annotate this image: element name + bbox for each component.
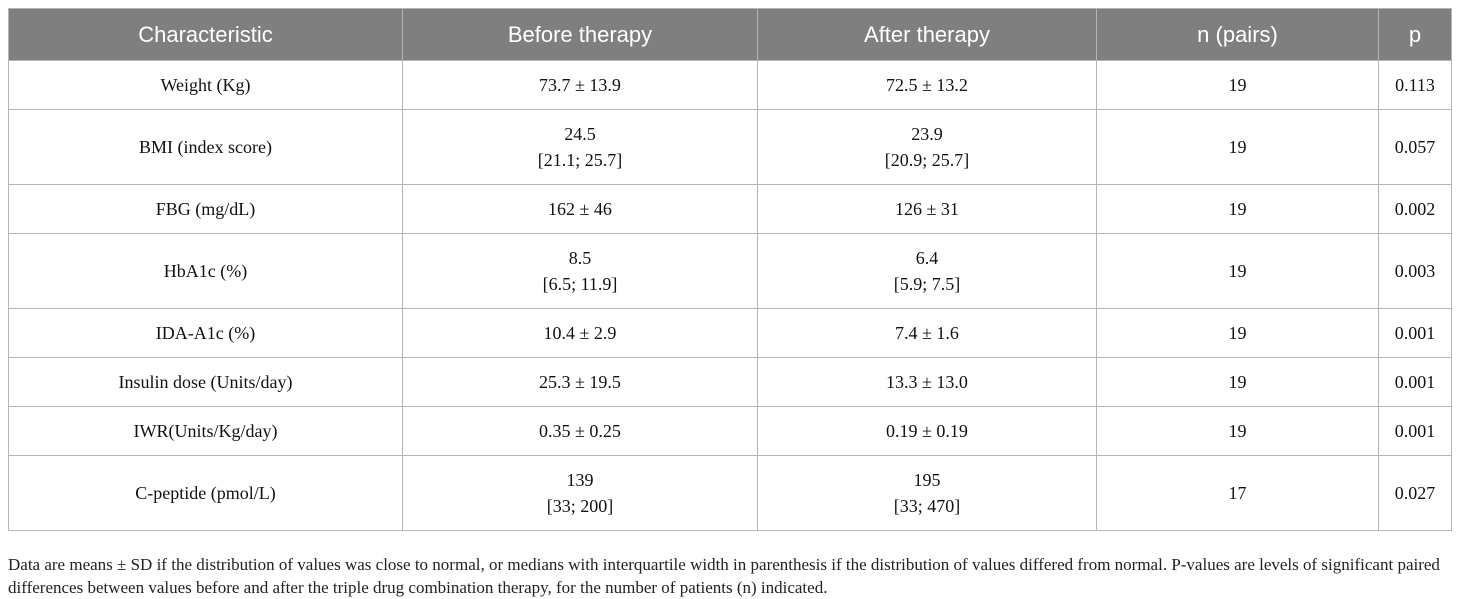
cell-n: 19 [1096,60,1379,110]
results-table: Characteristic Before therapy After ther… [8,8,1452,531]
cell-before: 25.3 ± 19.5 [402,357,758,407]
cell-before: 139 [33; 200] [402,455,758,531]
cell-characteristic: BMI (index score) [8,109,403,185]
table-row: BMI (index score) 24.5 [21.1; 25.7] 23.9… [8,109,1452,185]
cell-p: 0.027 [1378,455,1452,531]
cell-before: 73.7 ± 13.9 [402,60,758,110]
cell-after: 7.4 ± 1.6 [757,308,1097,358]
cell-after: 13.3 ± 13.0 [757,357,1097,407]
median-value: 24.5 [564,124,596,144]
cell-after: 23.9 [20.9; 25.7] [757,109,1097,185]
cell-n: 19 [1096,184,1379,234]
table-row: IDA-A1c (%) 10.4 ± 2.9 7.4 ± 1.6 19 0.00… [8,308,1452,358]
cell-p: 0.001 [1378,357,1452,407]
cell-before: 162 ± 46 [402,184,758,234]
cell-n: 19 [1096,308,1379,358]
cell-before: 8.5 [6.5; 11.9] [402,233,758,309]
iqr-value: [5.9; 7.5] [893,274,961,294]
cell-p: 0.003 [1378,233,1452,309]
median-value: 8.5 [568,248,592,268]
cell-after: 0.19 ± 0.19 [757,406,1097,456]
cell-after: 195 [33; 470] [757,455,1097,531]
table-row: HbA1c (%) 8.5 [6.5; 11.9] 6.4 [5.9; 7.5]… [8,233,1452,309]
cell-characteristic: IDA-A1c (%) [8,308,403,358]
header-before-therapy: Before therapy [402,8,758,61]
iqr-value: [33; 470] [893,496,961,516]
median-value: 195 [913,470,941,490]
iqr-value: [6.5; 11.9] [542,274,618,294]
header-row: Characteristic Before therapy After ther… [8,8,1452,61]
table-row: IWR(Units/Kg/day) 0.35 ± 0.25 0.19 ± 0.1… [8,406,1452,456]
cell-before: 0.35 ± 0.25 [402,406,758,456]
median-value: 23.9 [911,124,943,144]
table-container: Characteristic Before therapy After ther… [8,8,1452,531]
cell-n: 19 [1096,406,1379,456]
cell-after: 126 ± 31 [757,184,1097,234]
cell-n: 19 [1096,357,1379,407]
cell-after: 6.4 [5.9; 7.5] [757,233,1097,309]
cell-characteristic: FBG (mg/dL) [8,184,403,234]
cell-after: 72.5 ± 13.2 [757,60,1097,110]
cell-n: 19 [1096,233,1379,309]
header-n-pairs: n (pairs) [1096,8,1379,61]
cell-characteristic: HbA1c (%) [8,233,403,309]
cell-p: 0.057 [1378,109,1452,185]
header-after-therapy: After therapy [757,8,1097,61]
table-row: Insulin dose (Units/day) 25.3 ± 19.5 13.… [8,357,1452,407]
cell-before: 24.5 [21.1; 25.7] [402,109,758,185]
median-value: 139 [566,470,594,490]
cell-p: 0.002 [1378,184,1452,234]
cell-characteristic: IWR(Units/Kg/day) [8,406,403,456]
cell-characteristic: C-peptide (pmol/L) [8,455,403,531]
cell-p: 0.001 [1378,308,1452,358]
iqr-value: [20.9; 25.7] [884,150,970,170]
header-p: p [1378,8,1452,61]
iqr-value: [21.1; 25.7] [537,150,623,170]
header-characteristic: Characteristic [8,8,403,61]
table-row: FBG (mg/dL) 162 ± 46 126 ± 31 19 0.002 [8,184,1452,234]
cell-p: 0.113 [1378,60,1452,110]
iqr-value: [33; 200] [546,496,614,516]
cell-before: 10.4 ± 2.9 [402,308,758,358]
cell-n: 17 [1096,455,1379,531]
cell-characteristic: Insulin dose (Units/day) [8,357,403,407]
table-row: Weight (Kg) 73.7 ± 13.9 72.5 ± 13.2 19 0… [8,60,1452,110]
table-footnote: Data are means ± SD if the distribution … [8,555,1440,597]
cell-n: 19 [1096,109,1379,185]
median-value: 6.4 [915,248,939,268]
table-row: C-peptide (pmol/L) 139 [33; 200] 195 [33… [8,455,1452,531]
cell-characteristic: Weight (Kg) [8,60,403,110]
cell-p: 0.001 [1378,406,1452,456]
